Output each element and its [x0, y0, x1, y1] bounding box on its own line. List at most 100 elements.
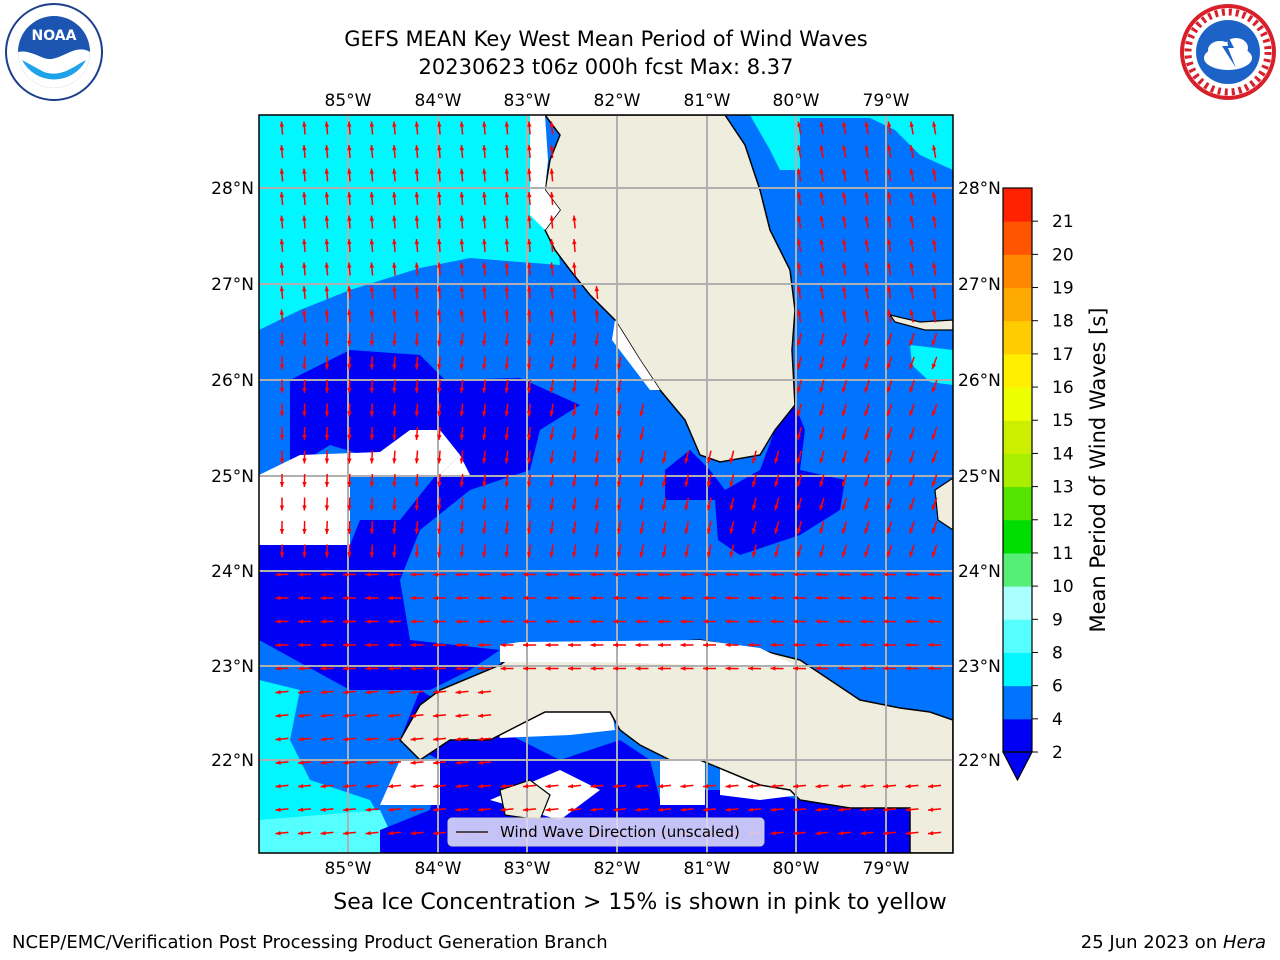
wind-arrow	[882, 642, 897, 648]
wind-arrow	[275, 666, 289, 671]
wind-arrow	[612, 642, 627, 648]
wind-arrow	[567, 666, 582, 671]
wind-wave-arrows	[275, 121, 942, 836]
wind-arrow	[639, 520, 645, 535]
wind-arrow	[837, 783, 852, 789]
wind-arrow	[459, 426, 465, 441]
wind-arrow	[414, 215, 420, 229]
wind-arrow	[477, 783, 492, 789]
wind-arrow	[617, 520, 622, 535]
wind-arrow	[279, 144, 285, 159]
bahamas-land	[934, 477, 953, 531]
wind-arrow	[432, 619, 447, 624]
wind-arrow	[594, 285, 600, 300]
wind-arrow	[796, 380, 803, 393]
wind-arrow	[455, 807, 469, 812]
legend-label: Wind Wave Direction (unscaled)	[500, 823, 740, 841]
wind-arrow	[387, 689, 402, 695]
wind-arrow	[549, 238, 555, 253]
wind-arrow	[635, 642, 649, 648]
wind-arrow	[482, 121, 487, 135]
colorbar-band	[1003, 387, 1032, 421]
wind-arrow	[279, 379, 285, 394]
wind-arrow	[932, 238, 937, 253]
wind-arrow	[657, 783, 672, 789]
wind-arrow	[837, 642, 852, 648]
wind-arrow	[410, 572, 424, 577]
wind-arrow	[860, 572, 874, 577]
wind-arrow	[635, 783, 649, 789]
wind-arrow	[477, 642, 492, 648]
wind-arrow	[792, 666, 807, 671]
wind-arrow	[432, 666, 447, 671]
wind-arrow	[684, 520, 690, 535]
wind-arrow	[887, 285, 892, 300]
wind-arrow	[751, 544, 757, 558]
wind-arrow	[392, 379, 397, 394]
wind-arrow	[707, 544, 712, 558]
wind-arrow	[455, 619, 469, 624]
wind-arrow	[909, 450, 915, 464]
wind-arrow	[882, 666, 897, 671]
wind-arrow	[572, 262, 577, 276]
lat-labels-left: 28°N 27°N 26°N 25°N 24°N 23°N 22°N	[211, 179, 254, 771]
wind-arrow	[841, 544, 848, 558]
wind-arrow	[909, 356, 915, 370]
wind-arrow	[815, 666, 829, 671]
wind-arrow	[392, 121, 397, 135]
wind-arrow	[320, 713, 334, 718]
wind-arrow	[860, 619, 874, 624]
wind-arrow	[279, 403, 285, 417]
wind-arrow	[639, 544, 645, 558]
wind-arrow	[815, 783, 829, 789]
wind-arrow	[774, 497, 780, 511]
lon-label: 81°W	[684, 859, 731, 879]
wind-arrow	[841, 521, 848, 534]
wind-arrow	[482, 285, 487, 300]
wind-arrow	[549, 403, 554, 417]
wind-arrow	[527, 309, 532, 323]
wind-arrow	[909, 403, 915, 417]
wind-arrow	[477, 760, 492, 765]
wind-arrow	[347, 191, 352, 206]
colorbar-band	[1003, 486, 1032, 521]
lon-label: 81°W	[684, 91, 731, 111]
wind-arrow	[841, 427, 848, 440]
lat-label: 23°N	[958, 657, 1001, 677]
lon-label: 83°W	[504, 859, 551, 879]
wind-arrow	[410, 642, 424, 648]
wind-arrow	[279, 309, 285, 323]
wind-arrow	[590, 807, 604, 812]
wind-arrow	[617, 379, 622, 394]
wind-arrow	[882, 619, 897, 624]
wind-arrow	[567, 572, 582, 577]
wind-arrow	[324, 144, 330, 159]
wind-arrow	[504, 426, 509, 441]
colorbar-tick-label: 6	[1052, 677, 1063, 697]
wind-arrow	[797, 215, 802, 229]
wind-arrow	[437, 473, 442, 488]
wind-arrow	[437, 497, 442, 511]
wind-arrow	[932, 215, 937, 229]
wind-arrow	[572, 356, 577, 370]
wind-arrow	[864, 262, 869, 276]
lat-label: 27°N	[211, 275, 254, 295]
wind-arrow	[909, 380, 915, 393]
wind-arrow	[414, 121, 420, 135]
wind-arrow	[347, 450, 352, 464]
wind-arrow	[549, 497, 554, 511]
wind-arrow	[279, 520, 285, 535]
wind-arrow	[342, 572, 357, 577]
wind-arrow	[594, 520, 599, 535]
wind-arrow	[792, 830, 807, 836]
wind-arrow	[747, 807, 762, 812]
wind-arrow	[410, 666, 424, 671]
wind-arrow	[612, 619, 627, 624]
wind-arrow	[414, 332, 420, 347]
wind-arrow	[909, 121, 914, 135]
wind-arrow	[275, 830, 289, 836]
wind-arrow	[437, 238, 442, 253]
wind-arrow	[819, 168, 824, 182]
colorbar-band	[1003, 188, 1032, 222]
wind-arrow	[527, 332, 532, 347]
